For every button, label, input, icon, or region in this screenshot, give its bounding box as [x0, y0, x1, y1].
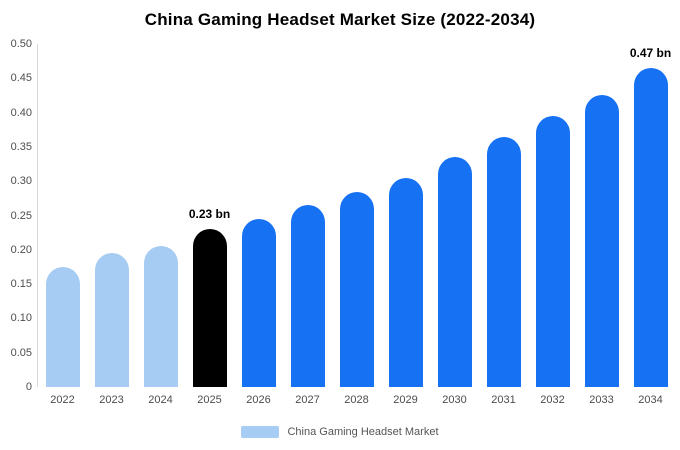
y-tick-label: 0.40: [10, 106, 32, 119]
y-tick-label: 0.45: [10, 72, 32, 85]
x-tick-label: 2031: [491, 394, 516, 406]
bar-2024: [143, 246, 178, 387]
bar-column-2031: 2031: [483, 44, 525, 406]
bar-2030: [437, 157, 472, 387]
x-tick-label: 2022: [50, 394, 75, 406]
bar-column-2025: 0.23 bn 2025: [188, 44, 231, 406]
bar-value-label: 0.23 bn: [188, 207, 231, 222]
bar-2033: [584, 95, 619, 387]
y-tick-label: 0.25: [10, 209, 32, 222]
y-tick-label: 0.35: [10, 140, 32, 153]
bar-column-2033: 2033: [581, 44, 623, 406]
x-tick-label: 2029: [393, 394, 418, 406]
bar-column-2022: 2022: [42, 44, 84, 406]
legend-label: China Gaming Headset Market: [287, 426, 439, 438]
y-tick-label: 0.50: [10, 38, 32, 50]
bar-column-2026: 2026: [238, 44, 280, 406]
x-tick-label: 2024: [148, 394, 173, 406]
legend: China Gaming Headset Market: [0, 426, 680, 438]
bar-column-2028: 2028: [336, 44, 378, 406]
bar-2022: [45, 266, 80, 387]
bar-column-2032: 2032: [532, 44, 574, 406]
bar-2025: [192, 229, 227, 387]
x-tick-label: 2028: [344, 394, 369, 406]
bar-2031: [486, 136, 521, 387]
x-tick-label: 2033: [589, 394, 614, 406]
bar-2026: [241, 218, 276, 387]
bar-2028: [339, 191, 374, 387]
bar-column-2030: 2030: [434, 44, 476, 406]
bar-2029: [388, 177, 423, 387]
x-tick-label: 2027: [295, 394, 320, 406]
plot-area: 2022 2023 2024 0.23 bn 2025 2026 2027 2028 2029 2…: [37, 44, 675, 406]
x-tick-label: 2030: [442, 394, 467, 406]
bar-2034: [633, 68, 668, 387]
y-tick-label: 0.10: [10, 312, 32, 325]
bar-value-label: 0.47 bn: [629, 46, 672, 61]
bar-2032: [535, 116, 570, 387]
x-tick-label: 2026: [246, 394, 271, 406]
x-tick-label: 2025: [197, 394, 222, 406]
bar-column-2029: 2029: [385, 44, 427, 406]
x-tick-label: 2023: [99, 394, 124, 406]
bar-column-2027: 2027: [287, 44, 329, 406]
bar-column-2024: 2024: [140, 44, 182, 406]
bar-2023: [94, 253, 129, 387]
x-tick-label: 2032: [540, 394, 565, 406]
bar-column-2023: 2023: [91, 44, 133, 406]
bar-column-2034: 0.47 bn 2034: [629, 44, 672, 406]
y-tick-label: 0.20: [10, 243, 32, 256]
x-tick-label: 2034: [638, 394, 663, 406]
y-tick-label: 0.30: [10, 175, 32, 188]
y-tick-label: 0.15: [10, 278, 32, 291]
chart-title: China Gaming Headset Market Size (2022-2…: [144, 10, 536, 29]
legend-swatch: [241, 426, 280, 438]
y-tick-label: 0.05: [10, 346, 32, 359]
bar-2027: [290, 205, 325, 387]
y-tick-label: 0: [25, 381, 32, 393]
